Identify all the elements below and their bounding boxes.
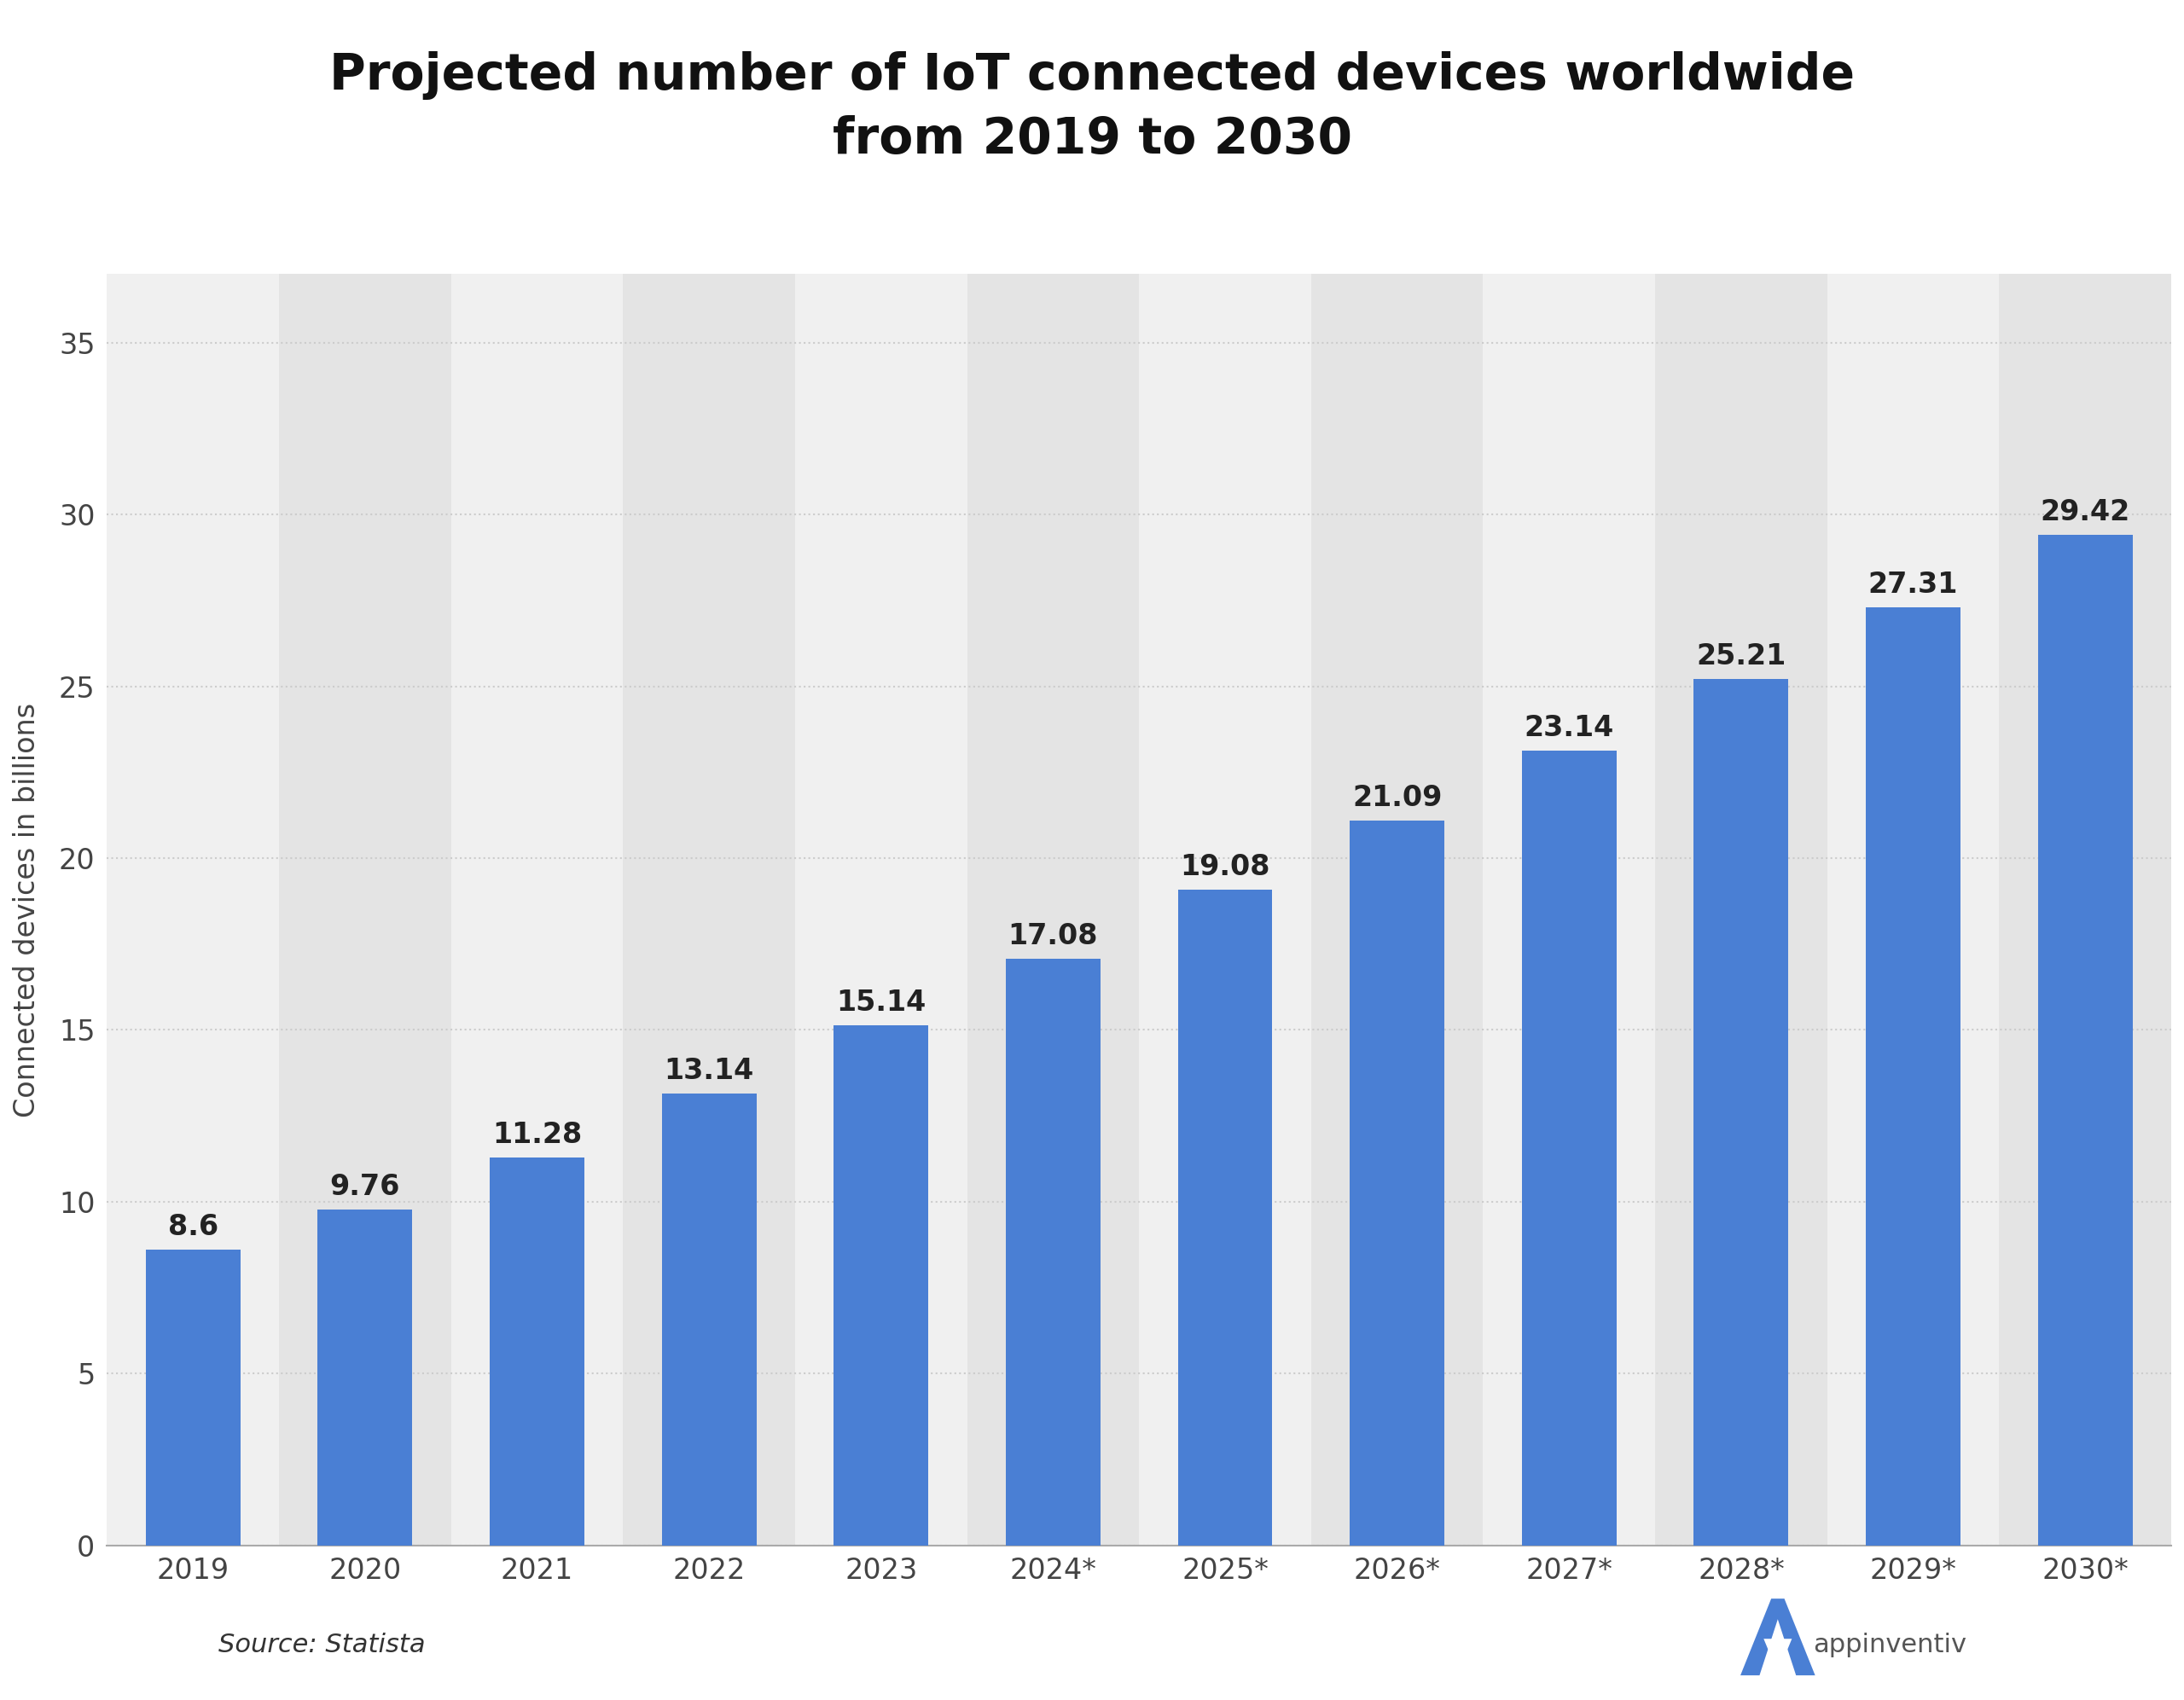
Bar bbox=[1310, 274, 1483, 1545]
Text: 21.09: 21.09 bbox=[1352, 784, 1441, 813]
Text: 15.14: 15.14 bbox=[836, 988, 926, 1017]
Bar bbox=[317, 1210, 413, 1545]
Bar bbox=[280, 274, 450, 1545]
Bar bbox=[2038, 534, 2132, 1545]
Bar bbox=[968, 274, 1140, 1545]
Text: 17.08: 17.08 bbox=[1009, 921, 1099, 950]
Polygon shape bbox=[1741, 1598, 1784, 1676]
Bar bbox=[1655, 274, 1828, 1545]
Text: 9.76: 9.76 bbox=[330, 1173, 400, 1202]
Bar bbox=[489, 1158, 585, 1545]
Text: 23.14: 23.14 bbox=[1524, 714, 1614, 741]
Text: 8.6: 8.6 bbox=[168, 1214, 218, 1241]
Bar bbox=[1865, 607, 1961, 1545]
Polygon shape bbox=[1771, 1598, 1815, 1676]
Bar bbox=[1522, 750, 1616, 1545]
Text: 19.08: 19.08 bbox=[1179, 853, 1271, 881]
Text: 29.42: 29.42 bbox=[2040, 498, 2129, 525]
Text: 27.31: 27.31 bbox=[1867, 570, 1959, 598]
Text: 13.14: 13.14 bbox=[664, 1057, 753, 1085]
Text: Projected number of IoT connected devices worldwide
from 2019 to 2030: Projected number of IoT connected device… bbox=[330, 51, 1854, 163]
Bar bbox=[1695, 680, 1789, 1545]
Text: appinventiv: appinventiv bbox=[1813, 1632, 1966, 1658]
Polygon shape bbox=[1765, 1639, 1791, 1661]
Bar bbox=[1350, 821, 1444, 1545]
Bar bbox=[146, 1250, 240, 1545]
Text: 11.28: 11.28 bbox=[491, 1120, 581, 1149]
Text: 25.21: 25.21 bbox=[1697, 643, 1787, 670]
Bar bbox=[1998, 274, 2171, 1545]
Bar bbox=[1007, 959, 1101, 1545]
Text: Source: Statista: Source: Statista bbox=[218, 1632, 426, 1658]
Bar bbox=[622, 274, 795, 1545]
Bar bbox=[834, 1025, 928, 1545]
Bar bbox=[1177, 889, 1273, 1545]
Bar bbox=[662, 1093, 756, 1545]
Y-axis label: Connected devices in billions: Connected devices in billions bbox=[13, 702, 41, 1117]
